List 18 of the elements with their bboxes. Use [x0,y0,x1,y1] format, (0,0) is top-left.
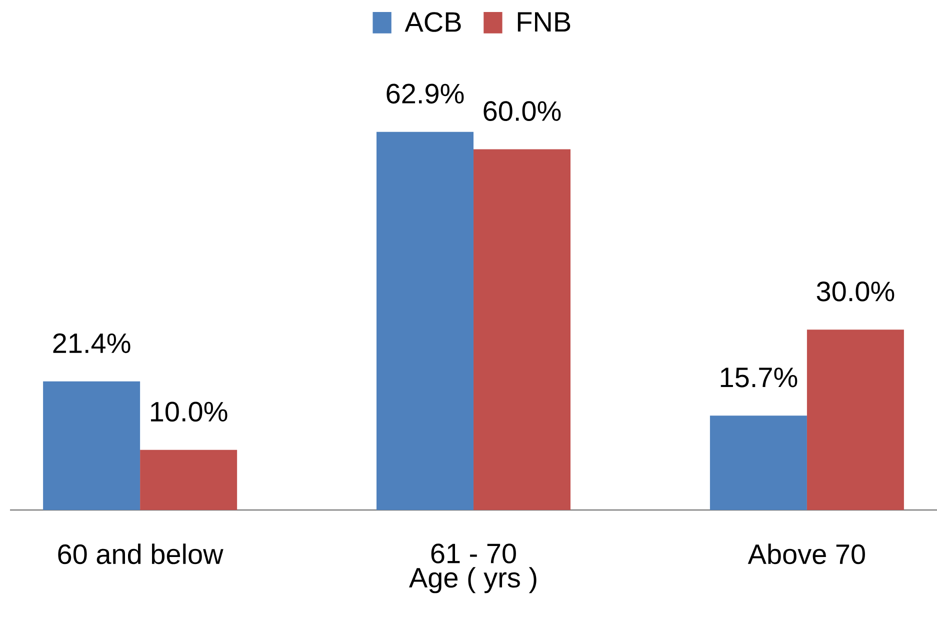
data-label: 62.9% [386,84,464,104]
legend-label: ACB [404,12,461,32]
bar [140,450,238,510]
x-tick-label: Above 70 [748,544,865,564]
data-label: 30.0% [816,282,894,302]
data-label: 60.0% [484,101,561,122]
x-tick-label: 61 - 70 [431,544,516,564]
data-label: 10.0% [150,402,228,422]
bar [806,330,904,510]
x-tick-label: 60 and below [58,544,224,564]
x-axis-title: Age ( yrs ) [409,567,536,594]
bar [474,149,571,510]
bar [710,416,807,510]
data-label: 21.4% [53,333,130,354]
bar [43,381,140,510]
legend-label: FNB [518,12,570,32]
data-label: 15.7% [720,368,798,388]
bar [376,132,474,510]
